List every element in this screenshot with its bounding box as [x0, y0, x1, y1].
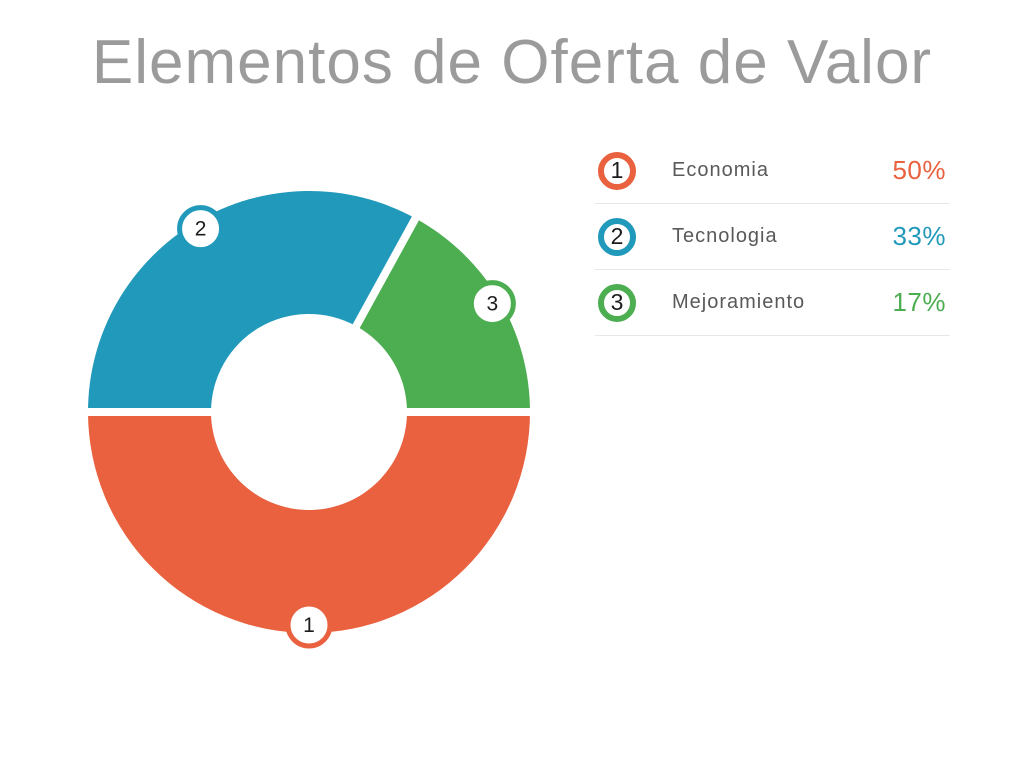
donut-segment-mejoramiento	[356, 218, 530, 412]
donut-segment-tecnologia	[88, 191, 416, 412]
legend: 1 Economia 50% 2 Tecnologia 33% 3 Mejora…	[595, 138, 950, 336]
legend-badge-3: 3	[598, 283, 636, 322]
legend-number: 1	[610, 157, 624, 183]
legend-item-mejoramiento: 3 Mejoramiento 17%	[595, 270, 950, 336]
page-title: Elementos de Oferta de Valor	[91, 28, 933, 97]
legend-badge-2: 2	[598, 217, 636, 256]
segment-marker-number: 1	[303, 614, 315, 637]
legend-value: 17%	[892, 287, 946, 317]
legend-label: Tecnologia	[672, 225, 778, 247]
segment-marker-number: 2	[195, 218, 207, 241]
segment-marker-number: 3	[486, 293, 498, 316]
donut-segment-economia	[88, 412, 530, 633]
legend-label: Mejoramiento	[672, 291, 806, 313]
legend-number: 3	[610, 289, 624, 315]
segment-divider	[347, 207, 424, 337]
legend-item-tecnologia: 2 Tecnologia 33%	[595, 204, 950, 270]
legend-value: 33%	[892, 221, 946, 251]
legend-label: Economia	[672, 159, 769, 181]
legend-number: 2	[610, 223, 624, 249]
segment-marker-2	[177, 205, 225, 253]
legend-badge-1: 1	[598, 151, 636, 190]
legend-value: 50%	[892, 155, 946, 185]
segment-marker-3	[468, 280, 516, 328]
legend-item-economia: 1 Economia 50%	[595, 138, 950, 204]
segment-marker-1	[285, 601, 333, 649]
